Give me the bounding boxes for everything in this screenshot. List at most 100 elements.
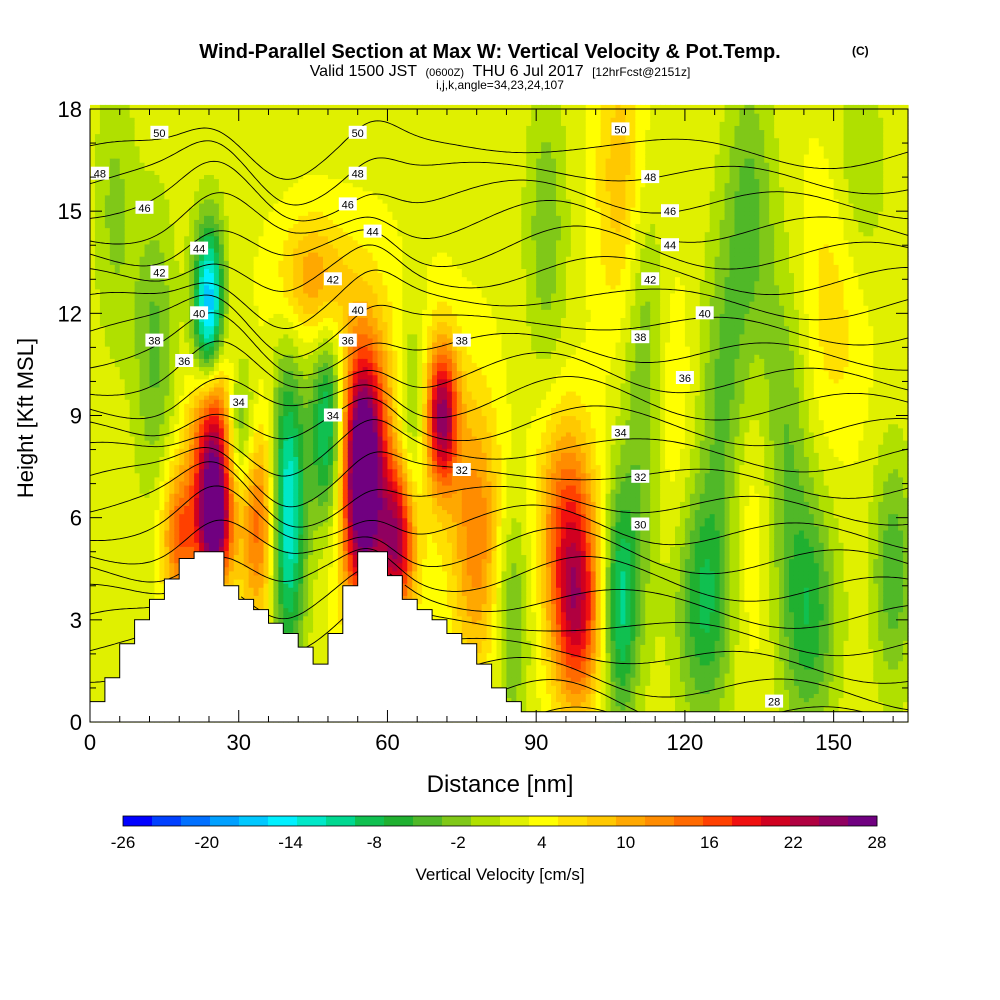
velocity-cell — [99, 529, 106, 535]
velocity-cell — [208, 521, 215, 527]
velocity-cell — [104, 640, 111, 645]
velocity-cell — [248, 570, 255, 576]
velocity-cell — [213, 137, 220, 143]
velocity-cell — [94, 378, 101, 384]
velocity-cell — [90, 362, 96, 368]
velocity-cell — [213, 215, 220, 220]
velocity-cell — [194, 235, 200, 241]
velocity-cell — [109, 260, 116, 265]
velocity-cell — [149, 497, 156, 502]
velocity-cell — [114, 652, 121, 658]
velocity-cell — [189, 109, 195, 114]
velocity-cell — [208, 194, 215, 200]
velocity-cell — [189, 395, 195, 400]
velocity-cell — [119, 280, 126, 286]
velocity-cell — [144, 534, 151, 539]
velocity-cell — [154, 321, 161, 327]
velocity-cell — [90, 162, 96, 167]
velocity-cell — [228, 407, 235, 413]
velocity-cell — [144, 121, 151, 126]
velocity-cell — [199, 440, 205, 445]
velocity-cell — [144, 145, 151, 151]
velocity-cell — [114, 648, 121, 654]
velocity-cell — [114, 280, 121, 286]
velocity-cell — [233, 374, 240, 380]
velocity-cell — [99, 313, 106, 319]
velocity-cell — [114, 194, 121, 200]
velocity-cell — [139, 354, 146, 359]
velocity-cell — [139, 611, 146, 617]
velocity-cell — [109, 186, 116, 192]
velocity-cell — [119, 198, 126, 204]
velocity-cell — [184, 178, 190, 184]
velocity-cell — [174, 268, 180, 274]
velocity-cell — [218, 329, 225, 335]
velocity-cell — [248, 407, 255, 413]
velocity-cell — [164, 574, 170, 580]
velocity-cell — [169, 444, 175, 449]
velocity-cell — [144, 158, 151, 163]
velocity-cell — [218, 194, 225, 200]
velocity-cell — [94, 435, 101, 441]
velocity-cell — [179, 501, 185, 507]
velocity-cell — [124, 554, 131, 560]
velocity-cell — [104, 178, 111, 184]
velocity-cell — [139, 288, 146, 294]
velocity-cell — [94, 640, 101, 645]
velocity-cell — [194, 378, 200, 384]
velocity-cell — [179, 448, 185, 453]
velocity-cell — [174, 456, 180, 462]
velocity-cell — [164, 493, 170, 498]
velocity-cell — [164, 423, 170, 429]
velocity-cell — [223, 125, 230, 131]
velocity-cell — [248, 207, 255, 212]
velocity-cell — [129, 595, 136, 600]
velocity-cell — [243, 419, 250, 425]
velocity-cell — [94, 260, 101, 265]
velocity-cell — [154, 415, 161, 421]
velocity-cell — [204, 472, 210, 478]
velocity-cell — [109, 337, 116, 343]
velocity-cell — [184, 121, 190, 126]
velocity-cell — [154, 202, 161, 208]
velocity-cell — [99, 587, 106, 592]
velocity-cell — [233, 493, 240, 498]
velocity-cell — [169, 170, 175, 175]
velocity-cell — [134, 542, 141, 547]
velocity-cell — [99, 145, 106, 151]
velocity-cell — [243, 301, 250, 306]
velocity-cell — [248, 472, 255, 478]
velocity-cell — [99, 362, 106, 368]
velocity-cell — [99, 640, 106, 645]
velocity-cell — [174, 333, 180, 339]
velocity-cell — [218, 174, 225, 180]
velocity-cell — [154, 280, 161, 286]
velocity-cell — [218, 109, 225, 114]
velocity-cell — [189, 137, 195, 143]
velocity-cell — [94, 252, 101, 257]
velocity-cell — [204, 268, 210, 274]
velocity-cell — [129, 427, 136, 433]
velocity-cell — [94, 133, 101, 139]
velocity-cell — [129, 538, 136, 543]
velocity-cell — [104, 219, 111, 225]
velocity-cell — [179, 415, 185, 421]
velocity-cell — [243, 288, 250, 294]
velocity-cell — [144, 256, 151, 261]
velocity-cell — [90, 460, 96, 466]
velocity-cell — [218, 280, 225, 286]
velocity-cell — [94, 677, 101, 682]
velocity-cell — [90, 427, 96, 433]
velocity-cell — [149, 252, 156, 257]
velocity-cell — [154, 399, 161, 404]
velocity-cell — [228, 427, 235, 433]
velocity-cell — [199, 407, 205, 413]
velocity-cell — [184, 288, 190, 294]
velocity-cell — [114, 640, 121, 645]
velocity-cell — [109, 207, 116, 212]
velocity-cell — [159, 513, 165, 519]
velocity-cell — [119, 358, 126, 363]
velocity-cell — [139, 329, 146, 335]
velocity-cell — [174, 158, 180, 163]
velocity-cell — [243, 276, 250, 282]
